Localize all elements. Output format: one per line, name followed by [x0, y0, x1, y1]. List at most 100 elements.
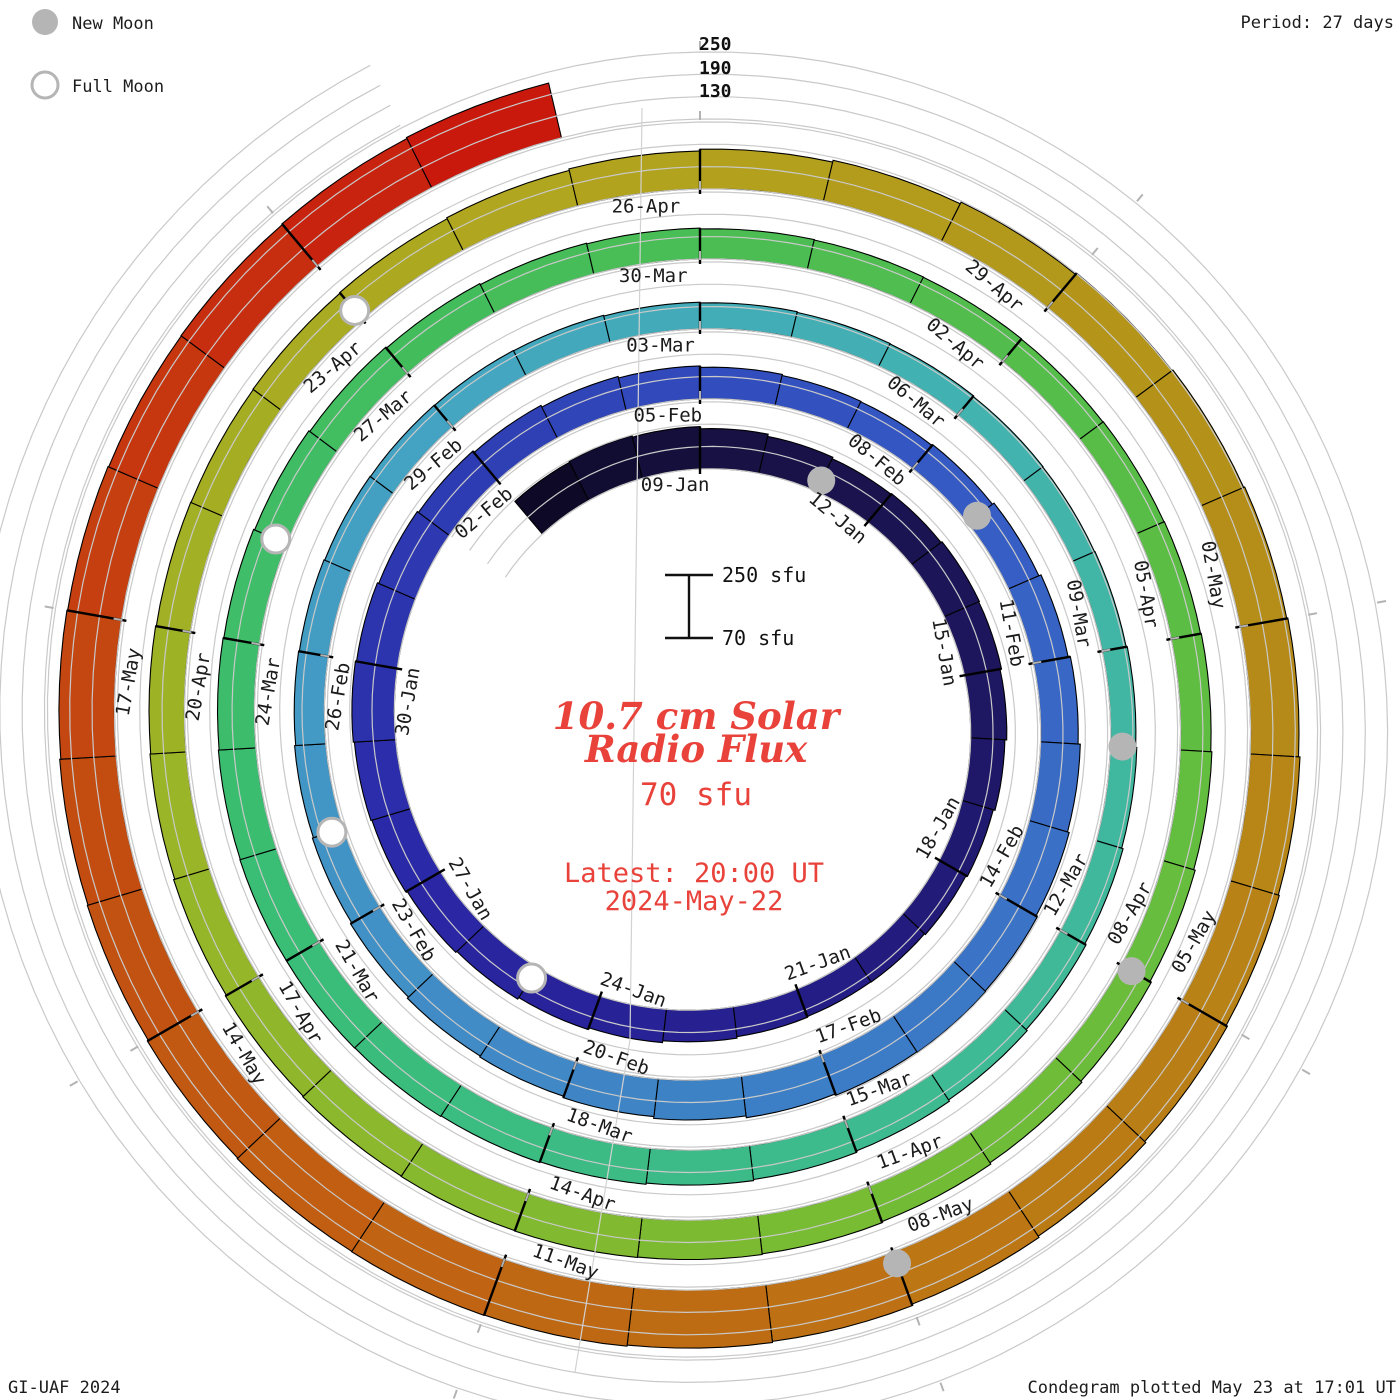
angle-tick: [1101, 648, 1111, 653]
flux-bar: [149, 751, 210, 880]
angle-tick: [911, 461, 919, 471]
angle-tick: [843, 1119, 849, 1129]
period-label: Period: 27 days: [1240, 13, 1394, 33]
flux-bar: [790, 311, 891, 367]
three-day-divider: [959, 667, 1002, 678]
angle-tick: [372, 905, 382, 912]
new-moon-marker: [963, 501, 992, 530]
flux-scale-bar: 250 sfu 70 sfu: [665, 563, 806, 650]
flux-bar: [757, 1185, 883, 1255]
date-label: 03-Mar: [626, 335, 695, 357]
scale-190-label: 190: [699, 58, 732, 79]
angle-tick: [1307, 612, 1318, 616]
angle-tick: [113, 617, 123, 622]
new-moon-marker: [807, 466, 836, 495]
scale-250-label: 250: [699, 34, 732, 55]
flux-bar: [699, 228, 815, 270]
angle-tick: [311, 940, 321, 947]
flux-bar: [631, 426, 701, 479]
date-label: 26-Apr: [612, 196, 681, 218]
flux-bar: [645, 1145, 755, 1186]
date-label: 05-Feb: [633, 404, 702, 426]
three-day-divider: [405, 868, 446, 893]
angle-tick: [129, 1045, 139, 1052]
date-label: 30-Mar: [619, 265, 688, 287]
angle-tick: [69, 1080, 79, 1087]
angle-tick: [819, 1053, 825, 1063]
new-moon-icon: [32, 9, 58, 35]
credit-label: GI-UAF 2024: [8, 1378, 121, 1398]
flux-bar: [748, 1119, 858, 1181]
flux-bar: [66, 465, 159, 621]
flux-bar: [86, 888, 199, 1042]
angle-tick: [251, 975, 260, 982]
flux-bar: [1135, 369, 1245, 507]
flux-bar: [636, 1214, 763, 1261]
full-moon-marker: [316, 816, 348, 848]
three-day-divider: [794, 983, 809, 1018]
new-moon-marker: [883, 1249, 912, 1278]
angle-tick: [251, 641, 261, 646]
flux-bar: [956, 395, 1044, 482]
flux-bar: [853, 912, 926, 983]
three-day-divider: [586, 991, 604, 1030]
angle-tick: [1136, 193, 1144, 202]
latest-date-label: 2024-May-22: [605, 886, 784, 917]
flux-bar: [626, 1284, 774, 1349]
reference-line: [574, 107, 643, 1373]
chart-title-line1: 10.7 cm Solar: [553, 694, 842, 738]
chart-title-line2: Radio Flux: [584, 727, 808, 771]
flux-bar: [190, 388, 282, 517]
angle-tick: [401, 366, 409, 375]
angle-tick: [1046, 300, 1054, 310]
flux-bar: [323, 475, 394, 573]
full-moon-marker: [516, 962, 548, 994]
flux-bar: [440, 1084, 554, 1164]
angle-tick: [1180, 998, 1190, 1006]
angle-tick: [500, 1258, 506, 1268]
gridline-spiral: [0, 73, 1366, 1400]
angle-tick: [1091, 247, 1099, 256]
angle-tick: [915, 1316, 921, 1326]
full-moon-marker: [260, 523, 292, 555]
angle-tick: [572, 1060, 578, 1070]
flux-bar: [1046, 272, 1173, 399]
flux-bar: [58, 609, 123, 760]
three-day-divider: [934, 856, 968, 878]
plotted-label: Condegram plotted May 23 at 17:01 UT: [1028, 1378, 1396, 1398]
angle-tick: [1032, 660, 1042, 665]
flux-bar: [216, 637, 261, 751]
new-moon-marker: [1108, 732, 1137, 761]
flux-bar: [1162, 749, 1213, 871]
flux-bar: [699, 366, 784, 406]
angle-tick: [998, 893, 1008, 901]
angle-tick: [548, 1126, 554, 1136]
angle-tick: [44, 605, 54, 609]
flux-bar: [1001, 338, 1104, 441]
angle-tick: [446, 420, 454, 429]
flux-bar: [239, 848, 320, 962]
angle-tick: [1239, 624, 1249, 628]
flux-bar: [433, 349, 527, 428]
three-day-divider: [863, 492, 893, 527]
angle-tick: [939, 1382, 945, 1392]
angle-tick-layer: [44, 41, 1387, 1399]
flux-bars-layer: [58, 82, 1301, 1349]
flux-bar: [405, 82, 563, 189]
flux-bar: [298, 559, 352, 658]
flux-bar: [148, 625, 192, 755]
flux-bar: [1078, 421, 1165, 535]
three-day-divider: [471, 450, 502, 486]
angle-tick: [1170, 636, 1180, 641]
flux-bar: [155, 501, 224, 633]
angle-tick: [182, 629, 192, 634]
angle-tick: [524, 1192, 530, 1202]
angle-tick: [190, 1010, 200, 1017]
scale-130-label: 130: [699, 81, 732, 102]
full-moon-icon: [30, 70, 60, 100]
angle-tick: [1301, 1068, 1311, 1076]
date-label: 09-Jan: [641, 474, 710, 496]
angle-tick: [320, 654, 330, 658]
